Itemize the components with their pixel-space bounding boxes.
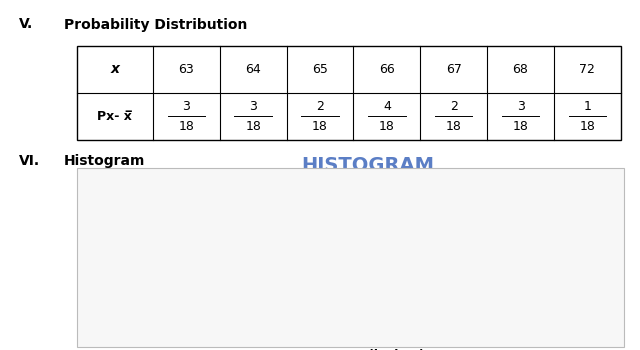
Y-axis label: Frequency: Frequency [97,225,108,283]
Text: 2: 2 [450,100,458,113]
Text: 63: 63 [179,63,195,76]
Text: 18: 18 [513,120,529,133]
Text: 72: 72 [579,63,595,76]
Bar [415,256,460,326]
X-axis label: HEIGHT (inches): HEIGHT (inches) [311,349,425,350]
Text: 18: 18 [245,120,261,133]
Text: Probability Distribution: Probability Distribution [64,18,248,32]
Text: 18: 18 [312,120,328,133]
Text: 66: 66 [379,63,395,76]
Bar [207,220,252,326]
Text: Histogram: Histogram [64,154,145,168]
Title: HISTOGRAM: HISTOGRAM [301,156,435,175]
Text: 4: 4 [383,100,391,113]
Bar [346,186,390,326]
Text: 1: 1 [584,100,591,113]
Text: 3: 3 [182,100,190,113]
Text: x: x [110,62,120,76]
Bar [554,290,599,326]
Text: 18: 18 [579,120,595,133]
Text: 65: 65 [312,63,328,76]
Text: 68: 68 [513,63,529,76]
Bar [276,256,321,326]
Text: 64: 64 [245,63,261,76]
Text: 3: 3 [249,100,257,113]
Text: V.: V. [19,18,33,32]
Text: 18: 18 [379,120,395,133]
Text: Px- x̅: Px- x̅ [97,110,132,123]
Text: 3: 3 [516,100,525,113]
Text: 18: 18 [446,120,461,133]
Bar [137,220,182,326]
Text: 18: 18 [179,120,195,133]
Bar [484,220,529,326]
Text: 2: 2 [316,100,324,113]
Text: 67: 67 [446,63,461,76]
Text: VI.: VI. [19,154,40,168]
